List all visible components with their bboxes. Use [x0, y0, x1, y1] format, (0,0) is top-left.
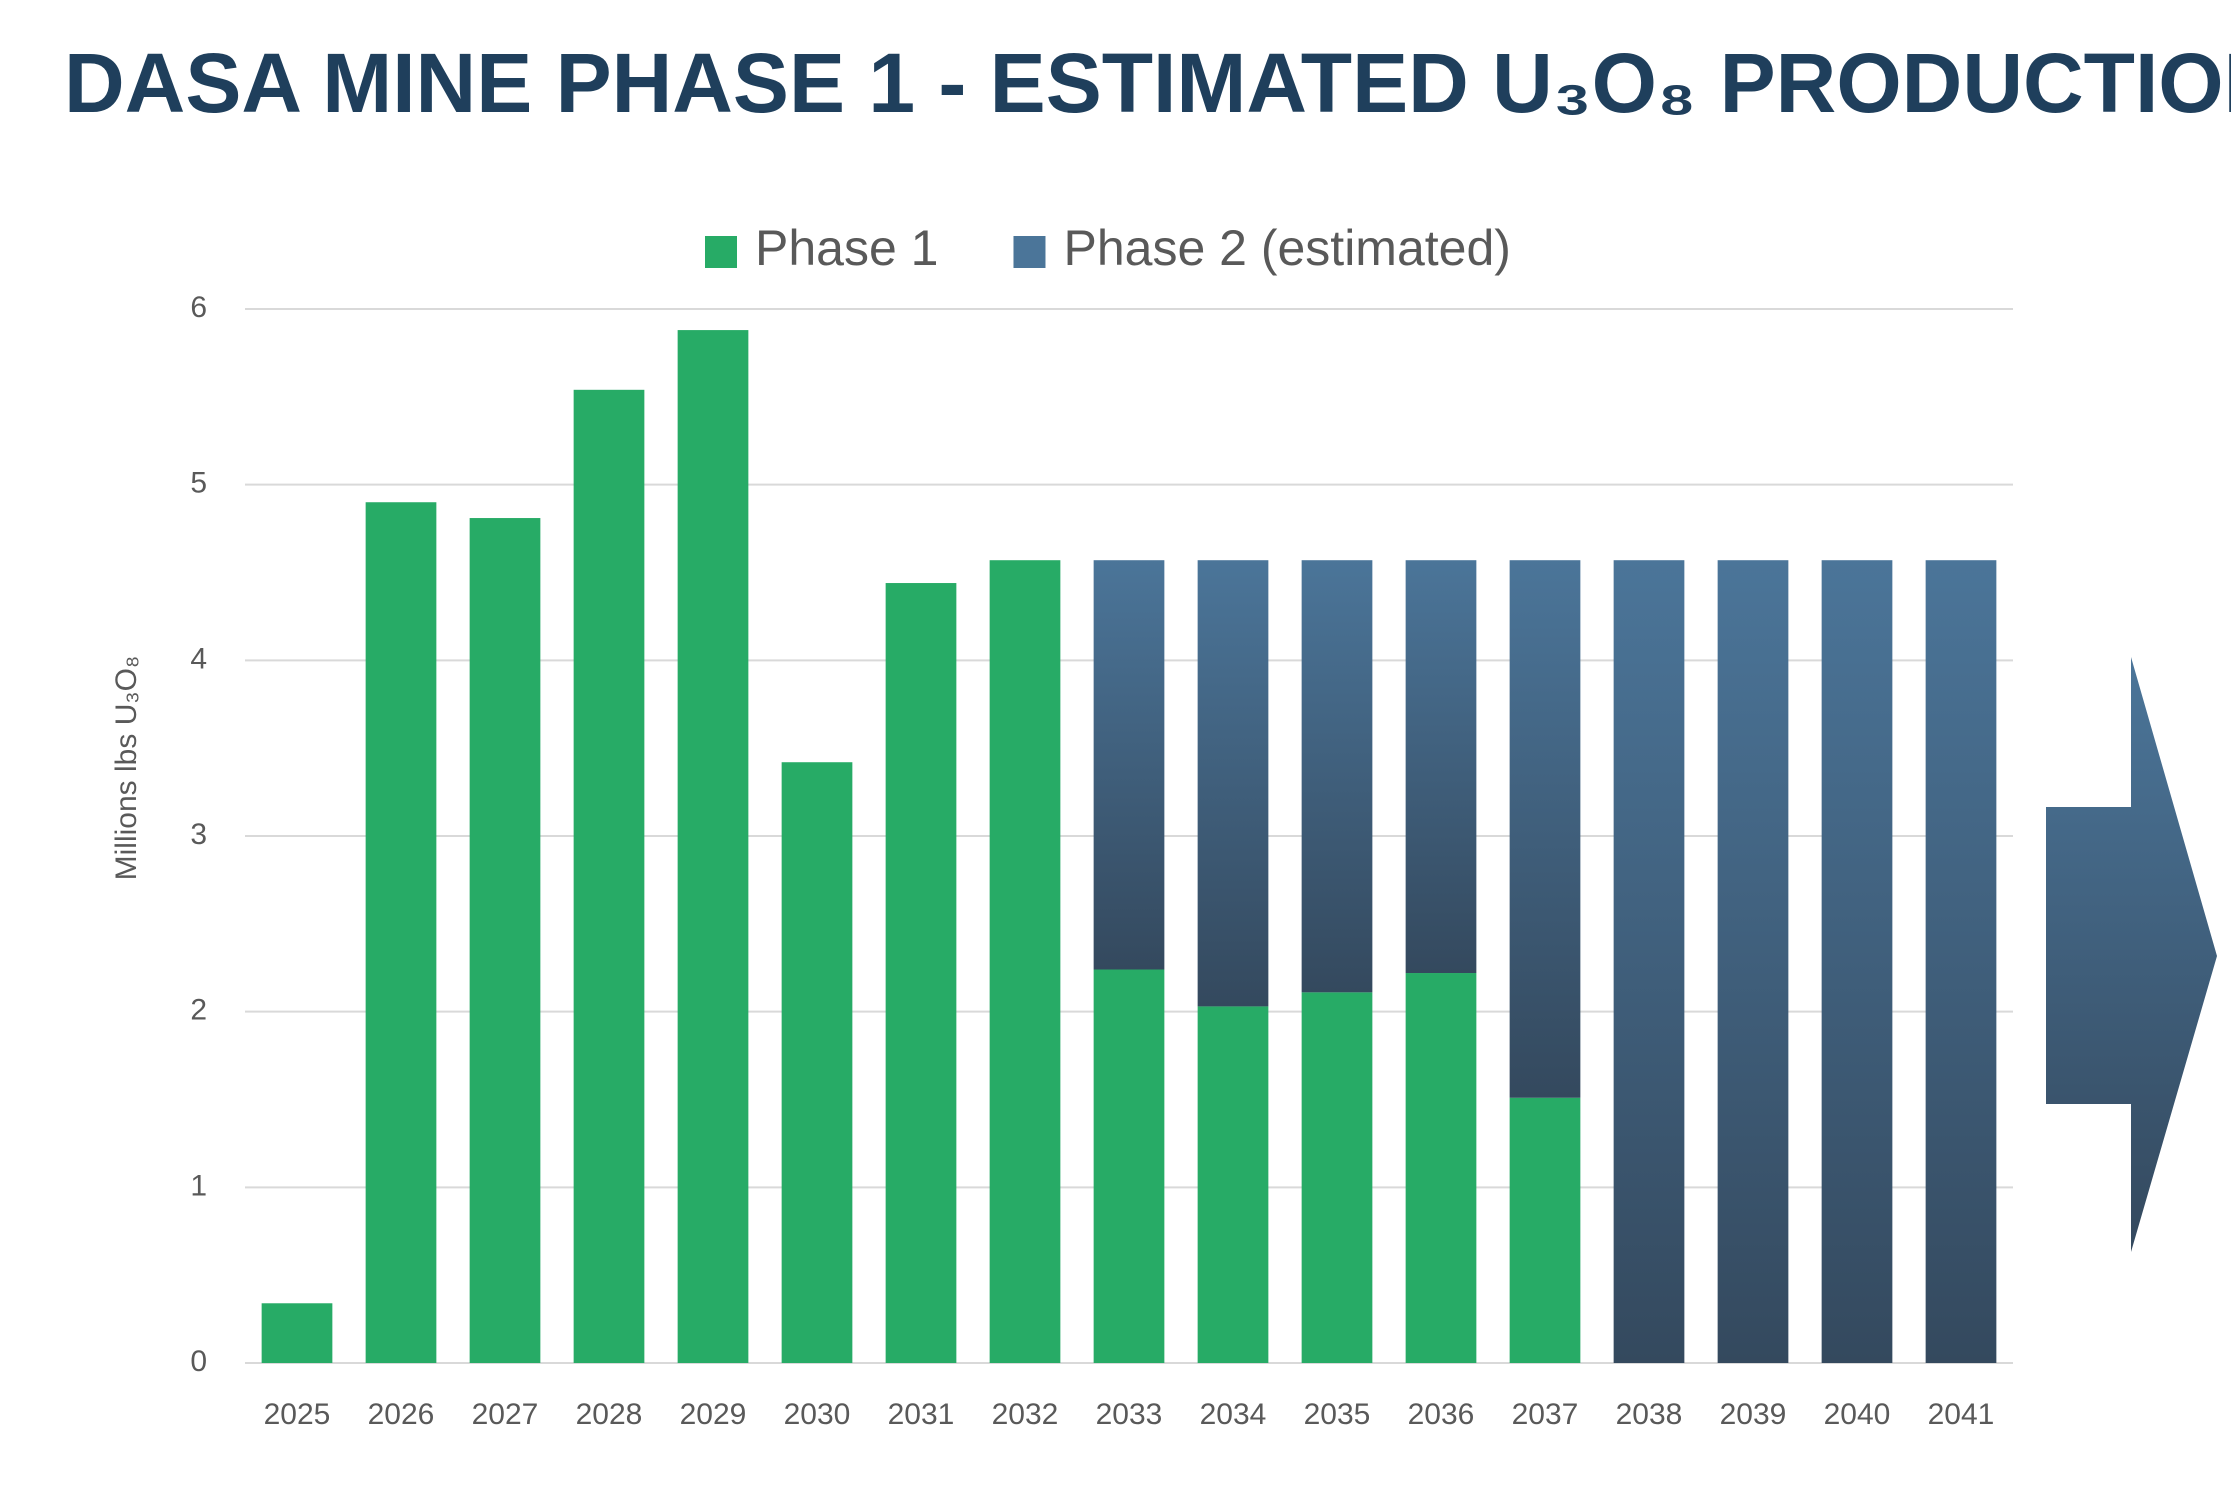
x-tick-label: 2036	[1408, 1398, 1475, 1431]
bar	[261, 1303, 333, 1363]
legend-label: Phase 2 (estimated)	[1063, 220, 1510, 276]
y-tick-label: 4	[190, 642, 207, 675]
legend-label: Phase 1	[755, 220, 938, 276]
x-tick-label: 2039	[1720, 1398, 1787, 1431]
bar	[1405, 973, 1477, 1363]
legend-swatch	[1013, 236, 1046, 268]
bar	[1925, 560, 1997, 1363]
bar	[781, 762, 853, 1363]
bar	[1197, 1006, 1269, 1363]
y-tick-label: 5	[190, 467, 207, 500]
legend-swatch	[705, 236, 737, 268]
x-tick-label: 2029	[680, 1398, 747, 1431]
x-tick-label: 2026	[368, 1398, 435, 1431]
x-tick-label: 2025	[264, 1398, 331, 1431]
x-tick-label: 2033	[1096, 1398, 1163, 1431]
x-tick-label: 2027	[472, 1398, 539, 1431]
bar	[1613, 560, 1685, 1363]
x-tick-label: 2037	[1512, 1398, 1579, 1431]
bar	[1301, 992, 1373, 1363]
bar	[469, 518, 541, 1363]
bar	[1405, 560, 1477, 974]
chart-title: DASA MINE PHASE 1 - ESTIMATED U₃O₈ PRODU…	[64, 36, 2231, 130]
y-tick-label: 3	[190, 818, 207, 851]
bar	[1093, 969, 1165, 1363]
bar	[1509, 1097, 1581, 1363]
x-tick-label: 2032	[992, 1398, 1059, 1431]
bar	[1093, 560, 1165, 970]
decor-arrow	[2046, 657, 2217, 1252]
bar	[1509, 560, 1581, 1098]
x-tick-label: 2028	[576, 1398, 643, 1431]
y-tick-label: 6	[190, 291, 207, 324]
bar	[365, 502, 437, 1363]
bar	[1301, 560, 1373, 993]
x-tick-label: 2038	[1616, 1398, 1683, 1431]
bar	[989, 560, 1061, 1363]
y-axis-label: Millions lbs U₃O₈	[110, 656, 143, 881]
bar	[677, 330, 749, 1364]
bar	[1717, 560, 1789, 1363]
bar	[573, 389, 645, 1364]
bar	[885, 583, 957, 1363]
x-tick-label: 2031	[888, 1398, 955, 1431]
x-tick-label: 2030	[784, 1398, 851, 1431]
x-tick-label: 2034	[1200, 1398, 1267, 1431]
y-tick-label: 2	[190, 994, 207, 1027]
x-tick-label: 2041	[1928, 1398, 1995, 1431]
y-tick-label: 1	[190, 1169, 207, 1202]
bar	[1197, 560, 1269, 1007]
x-tick-label: 2040	[1824, 1398, 1891, 1431]
bar	[1821, 560, 1893, 1363]
y-tick-label: 0	[190, 1345, 207, 1378]
x-tick-label: 2035	[1304, 1398, 1371, 1431]
